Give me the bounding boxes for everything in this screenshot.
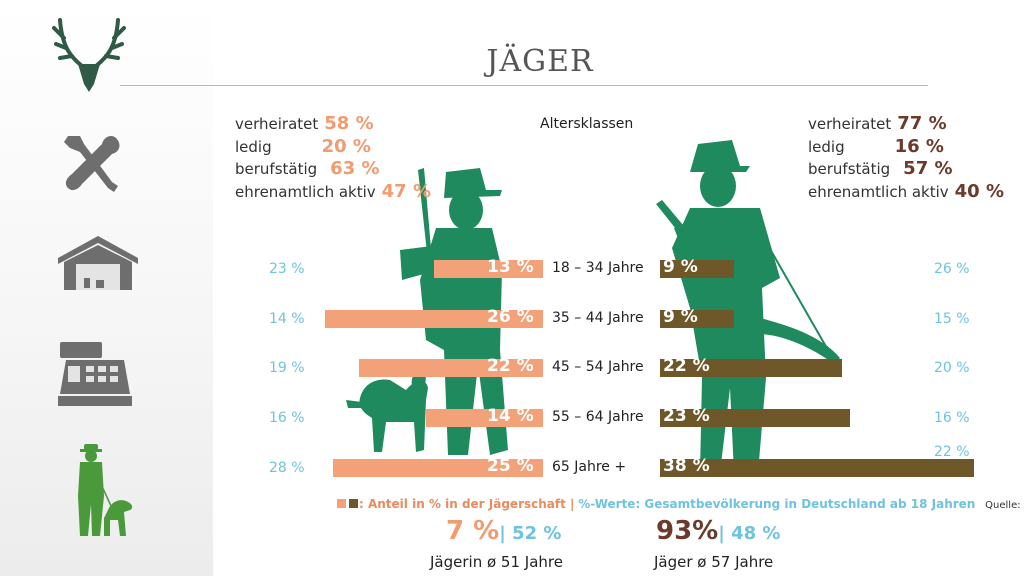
stat-row: verheiratet 58 %	[235, 113, 431, 136]
stat-label: ehrenamtlich aktiv	[808, 182, 949, 201]
stat-row: ehrenamtlich aktiv 40 %	[808, 181, 1004, 204]
female-avg-age: Jägerin ø 51 Jahre	[430, 553, 563, 571]
male-population-value: 15 %	[934, 311, 970, 327]
cash-register-icon[interactable]	[58, 340, 132, 406]
male-population-value: 22 %	[934, 444, 970, 460]
female-population-value: 23 %	[269, 261, 305, 277]
stat-label: berufstätig	[235, 160, 318, 178]
female-bar	[425, 409, 543, 427]
female-share: 7 %	[446, 516, 500, 546]
title-divider	[120, 85, 928, 86]
female-population-value: 28 %	[269, 460, 305, 476]
female-population-value: 19 %	[269, 360, 305, 376]
male-stats: verheiratet 77 % ledig 16 % berufstätig 57 …	[808, 113, 1004, 203]
age-category-label: 35 – 44 Jahre	[552, 310, 644, 326]
legend-swatch-female	[337, 499, 346, 508]
male-bar	[660, 359, 842, 377]
female-bar-label: 22 %	[487, 356, 534, 376]
male-bar-label: 38 %	[663, 456, 710, 476]
stat-label: verheiratet	[235, 115, 319, 133]
stat-value: 20 %	[321, 135, 371, 157]
male-population-value: 20 %	[934, 360, 970, 376]
stat-value: 47 %	[381, 180, 432, 202]
female-bar-label: 14 %	[487, 406, 534, 426]
male-bar-label: 23 %	[663, 406, 710, 426]
male-bar-label: 22 %	[663, 356, 710, 376]
legend-swatches	[337, 499, 358, 508]
stat-row: berufstätig 63 %	[235, 158, 431, 181]
female-total: 7 %| 52 %	[446, 516, 561, 546]
female-bar	[358, 359, 543, 377]
female-bar	[333, 459, 543, 477]
sidebar	[0, 0, 213, 576]
age-category-label: 55 – 64 Jahre	[552, 409, 644, 425]
stat-row: ledig 16 %	[808, 136, 1004, 159]
stat-label: ledig	[808, 137, 845, 156]
stat-value: 63 %	[330, 158, 380, 179]
male-avg-age: Jäger ø 57 Jahre	[654, 553, 774, 571]
stat-label: ehrenamtlich aktiv	[235, 182, 376, 201]
male-bar-label: 9 %	[663, 257, 698, 277]
stat-value: 77 %	[897, 113, 947, 134]
male-bar	[660, 260, 735, 278]
female-population-value: 16 %	[269, 410, 305, 426]
stat-row: berufstätig 57 %	[808, 158, 1004, 181]
legend-share-text: : Anteil in % in der Jägerschaft |	[359, 497, 575, 511]
garage-icon[interactable]	[58, 236, 138, 290]
male-bar	[660, 459, 974, 477]
stat-label: berufstätig	[808, 160, 891, 178]
male-bar	[660, 409, 851, 427]
legend-population-text: %-Werte: Gesamtbevölkerung in Deutschlan…	[578, 497, 976, 511]
stat-label: ledig	[235, 137, 272, 156]
age-category-label: 18 – 34 Jahre	[552, 260, 644, 276]
male-bar-label: 9 %	[663, 307, 698, 327]
female-bar-label: 26 %	[487, 307, 534, 327]
female-bar-label: 25 %	[487, 456, 534, 476]
deer-antler-icon[interactable]	[52, 14, 126, 94]
stat-row: ledig 20 %	[235, 136, 431, 159]
tools-icon[interactable]	[60, 134, 124, 194]
stat-label: verheiratet	[808, 115, 892, 133]
male-population-value: 16 %	[934, 410, 970, 426]
female-bar	[325, 310, 543, 328]
stat-value: 16 %	[894, 135, 944, 157]
female-population-value: 14 %	[269, 311, 305, 327]
age-category-label: 45 – 54 Jahre	[552, 359, 644, 375]
female-hunter-with-dog-illustration	[346, 168, 508, 455]
hunter-with-dog-icon[interactable]	[70, 442, 136, 538]
stat-value: 58 %	[324, 113, 374, 134]
age-category-label: 65 Jahre +	[552, 459, 627, 475]
female-bar-label: 13 %	[487, 257, 534, 277]
female-population-share: | 52 %	[499, 523, 562, 544]
female-bar	[434, 260, 543, 278]
male-share: 93%	[656, 516, 719, 546]
female-stats: verheiratet 58 % ledig 20 % berufstätig 63 …	[235, 113, 431, 203]
male-population-share: | 48 %	[718, 523, 781, 544]
stat-value: 57 %	[903, 158, 953, 179]
stat-value: 40 %	[954, 180, 1005, 202]
stat-row: verheiratet 77 %	[808, 113, 1004, 136]
source-note: Quelle: Destatis	[985, 500, 1024, 511]
page-title: JÄGER	[486, 44, 594, 79]
male-population-value: 26 %	[934, 261, 970, 277]
male-bar	[660, 310, 735, 328]
chart-title: Altersklassen	[540, 116, 634, 132]
male-total: 93%| 48 %	[656, 516, 780, 546]
stat-row: ehrenamtlich aktiv 47 %	[235, 181, 431, 204]
legend-swatch-male	[349, 499, 358, 508]
legend: : Anteil in % in der Jägerschaft | %-Wer…	[337, 497, 1024, 511]
